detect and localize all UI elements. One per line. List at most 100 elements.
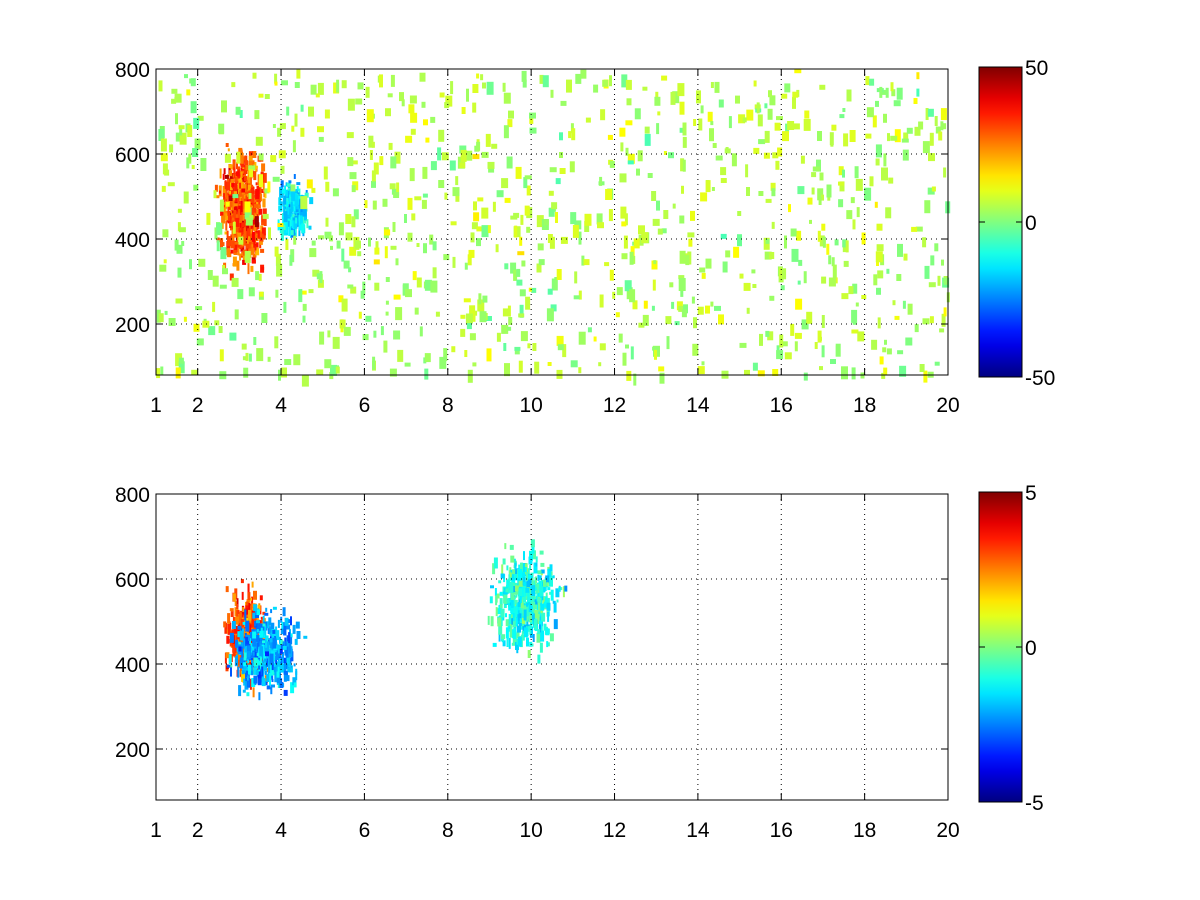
- heatmap-cell: [253, 666, 258, 675]
- heatmap-cell: [510, 569, 515, 581]
- heatmap-cell: [794, 332, 802, 339]
- heatmap-cell: [254, 629, 259, 634]
- heatmap-cell: [555, 178, 561, 185]
- heatmap-cell: [275, 656, 278, 668]
- heatmap-cell: [828, 255, 832, 265]
- heatmap-cell: [757, 114, 763, 127]
- heatmap-cell: [547, 234, 553, 243]
- x-tick-label: 6: [359, 819, 371, 842]
- x-tick-label: 20: [936, 394, 959, 417]
- heatmap-cell: [257, 609, 260, 616]
- heatmap-cell: [510, 555, 515, 563]
- heatmap-cell: [164, 310, 168, 315]
- heatmap-cell: [234, 309, 239, 320]
- heatmap-cell: [865, 76, 870, 86]
- heatmap-cell: [253, 590, 257, 600]
- heatmap-cell: [599, 343, 606, 351]
- heatmap-cell: [821, 223, 826, 231]
- heatmap-cell: [692, 343, 699, 356]
- heatmap-cell: [255, 622, 259, 630]
- heatmap-cell: [444, 192, 448, 200]
- heatmap-cell: [262, 182, 265, 191]
- heatmap-cell: [175, 132, 181, 142]
- heatmap-cell: [373, 259, 380, 265]
- heatmap-cell: [519, 607, 523, 614]
- heatmap-cell: [188, 153, 192, 164]
- heatmap-cell: [671, 301, 675, 309]
- heatmap-cell: [547, 575, 552, 579]
- heatmap-cell: [259, 656, 262, 664]
- heatmap-cell: [939, 328, 945, 333]
- heatmap-cell: [265, 607, 268, 612]
- heatmap-cell: [230, 249, 234, 254]
- heatmap-cell: [249, 678, 252, 690]
- heatmap-cell: [537, 243, 544, 251]
- heatmap-cell: [262, 198, 266, 208]
- heatmap-cell: [509, 572, 512, 578]
- heatmap-cell: [842, 108, 846, 112]
- heatmap-cell: [710, 82, 714, 88]
- heatmap-cell: [226, 635, 230, 644]
- heatmap-cell: [355, 240, 361, 249]
- heatmap-cell: [777, 147, 783, 157]
- heatmap-cell: [274, 73, 278, 84]
- heatmap-cell: [248, 151, 253, 156]
- heatmap-cell: [347, 284, 354, 289]
- heatmap-cell: [256, 348, 264, 362]
- heatmap-cell: [279, 186, 284, 198]
- heatmap-cell: [272, 606, 277, 610]
- heatmap-cell: [512, 586, 516, 592]
- heatmap-cell: [784, 83, 791, 93]
- heatmap-cell: [795, 298, 803, 310]
- heatmap-cell: [223, 621, 227, 628]
- heatmap-cell: [244, 207, 252, 220]
- heatmap-cell: [248, 677, 251, 688]
- heatmap-cell: [492, 201, 496, 212]
- heatmap-cell: [522, 574, 526, 585]
- heatmap-cell: [549, 575, 553, 587]
- heatmap-cell: [239, 182, 242, 189]
- heatmap-cell: [560, 236, 568, 244]
- heatmap-cell: [219, 284, 227, 289]
- heatmap-cell: [508, 317, 513, 325]
- heatmap-cell: [389, 183, 396, 190]
- heatmap-cell: [845, 240, 849, 253]
- heatmap-cell: [275, 630, 280, 641]
- heatmap-cell: [661, 75, 668, 81]
- heatmap-cell: [677, 83, 685, 97]
- heatmap-cell: [175, 298, 183, 304]
- heatmap-cell: [248, 664, 251, 675]
- heatmap-cell: [641, 232, 649, 244]
- heatmap-cell: [186, 157, 190, 169]
- heatmap-cell: [252, 687, 255, 698]
- heatmap-cell: [382, 198, 388, 207]
- heatmap-cell: [300, 127, 305, 137]
- heatmap-cell: [814, 342, 818, 349]
- heatmap-cell: [256, 653, 259, 657]
- heatmap-cell: [270, 609, 273, 614]
- heatmap-cell: [769, 95, 776, 106]
- heatmap-cell: [249, 169, 254, 178]
- heatmap-cell: [559, 132, 563, 141]
- heatmap-cell: [228, 196, 233, 201]
- heatmap-cell: [501, 564, 504, 575]
- heatmap-cell: [341, 298, 348, 312]
- heatmap-cell: [508, 110, 514, 119]
- heatmap-cell: [267, 356, 271, 362]
- heatmap-cell: [391, 188, 398, 195]
- heatmap-cell: [791, 248, 799, 262]
- heatmap-cell: [373, 330, 377, 338]
- heatmap-cell: [357, 251, 362, 257]
- heatmap-cell: [280, 229, 284, 241]
- heatmap-cell: [720, 167, 727, 176]
- heatmap-cell: [524, 205, 530, 216]
- heatmap-cell: [295, 621, 300, 629]
- heatmap-cell: [506, 598, 510, 604]
- heatmap-cell: [311, 240, 316, 246]
- heatmap-cell: [283, 195, 287, 205]
- heatmap-cell: [633, 373, 637, 386]
- heatmap-cell: [549, 564, 553, 572]
- heatmap-cell: [663, 210, 669, 219]
- heatmap-cell: [849, 130, 856, 142]
- heatmap-cell: [452, 256, 456, 268]
